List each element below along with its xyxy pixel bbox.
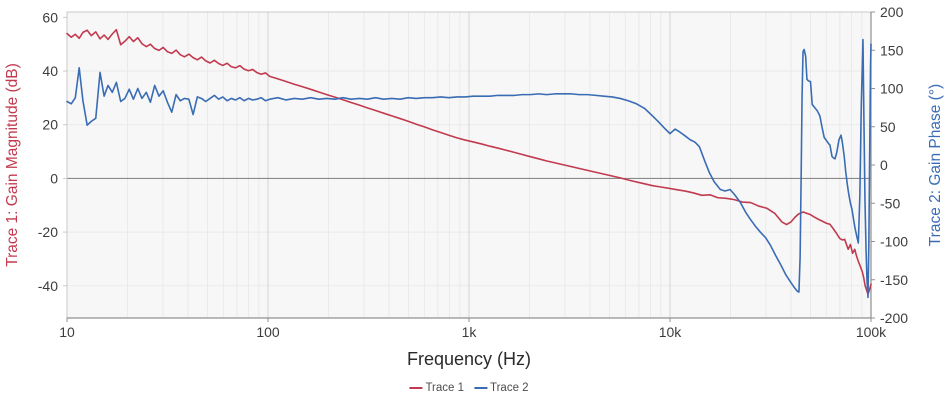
y-right-tick-label: -200: [880, 310, 908, 326]
y-axis-left-title: Trace 1: Gain Magnitude (dB): [4, 63, 21, 267]
x-tick-label: 1k: [462, 324, 478, 340]
y-right-tick-label: 150: [880, 42, 904, 58]
legend: Trace 1 Trace 2: [409, 382, 529, 394]
x-tick-label: 100: [256, 324, 280, 340]
trace1-line-swatch-icon: [409, 387, 423, 389]
y-right-tick-label: 50: [880, 119, 896, 135]
y-left-tick-label: 60: [42, 9, 58, 25]
y-left-tick-label: 0: [50, 170, 58, 186]
x-tick-label: 10: [59, 324, 75, 340]
x-axis-title: Frequency (Hz): [406, 349, 532, 369]
trace2-line-swatch-icon: [474, 387, 487, 389]
y-right-tick-label: -150: [880, 272, 908, 288]
legend-label-trace1: Trace 1: [425, 382, 464, 394]
legend-label-trace2: Trace 2: [490, 382, 529, 394]
y-right-tick-label: -50: [880, 195, 900, 211]
y-left-tick-label: 40: [42, 63, 58, 79]
y-right-tick-label: 0: [880, 157, 888, 173]
y-right-tick-label: -100: [880, 234, 908, 250]
y-left-tick-label: 20: [42, 117, 58, 133]
trace-1-line: [66, 28, 872, 295]
y-left-tick-label: -40: [38, 278, 58, 294]
legend-item-trace1: Trace 1: [409, 382, 464, 394]
x-tick-label: 10k: [659, 324, 683, 340]
x-tick-label: 100k: [856, 324, 887, 340]
y-axis-right-title: Trace 2: Gain Phase (°): [927, 83, 944, 247]
legend-item-trace2: Trace 2: [474, 382, 529, 394]
y-left-tick-label: -20: [38, 224, 58, 240]
trace-2-line: [66, 38, 872, 299]
y-right-tick-label: 100: [880, 81, 904, 97]
y-right-tick-label: 200: [880, 4, 904, 20]
